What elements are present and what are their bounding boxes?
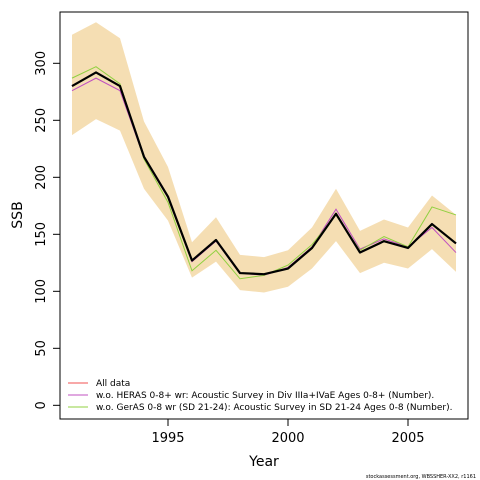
y-tick-label: 250 xyxy=(34,108,49,133)
legend-label-2: w.o. HERAS 0-8+ wr: Acoustic Survey in D… xyxy=(96,391,434,401)
y-tick-label: 300 xyxy=(34,51,49,76)
x-axis: 1995 2000 2005 xyxy=(151,419,425,446)
y-tick-label: 200 xyxy=(34,165,49,190)
y-tick-label: 100 xyxy=(34,279,49,304)
series-lines-layer xyxy=(71,66,457,280)
y-tick-label: 50 xyxy=(34,340,49,357)
y-tick-label: 150 xyxy=(34,222,49,247)
x-tick-label: 2005 xyxy=(391,431,424,446)
footer-note: stockassessment.org, WBSSHER-XX2, r1161 xyxy=(366,474,476,480)
x-tick-label: 2000 xyxy=(271,431,304,446)
y-tick-label: 0 xyxy=(34,401,49,409)
confidence-band xyxy=(72,22,456,293)
confidence-band-layer xyxy=(72,22,456,293)
legend-label-1: All data xyxy=(96,379,130,389)
x-axis-title: Year xyxy=(248,454,279,470)
x-tick-label: 1995 xyxy=(151,431,184,446)
plot-frame xyxy=(59,11,469,420)
legend-label-3: w.o. GerAS 0-8 wr (SD 21-24): Acoustic S… xyxy=(96,403,452,413)
y-axis-title: SSB xyxy=(10,201,26,228)
legend: All data w.o. HERAS 0-8+ wr: Acoustic Sur… xyxy=(68,379,452,413)
base-estimate-line xyxy=(71,71,457,276)
y-axis: 0 50 100 150 200 250 300 xyxy=(34,51,60,409)
